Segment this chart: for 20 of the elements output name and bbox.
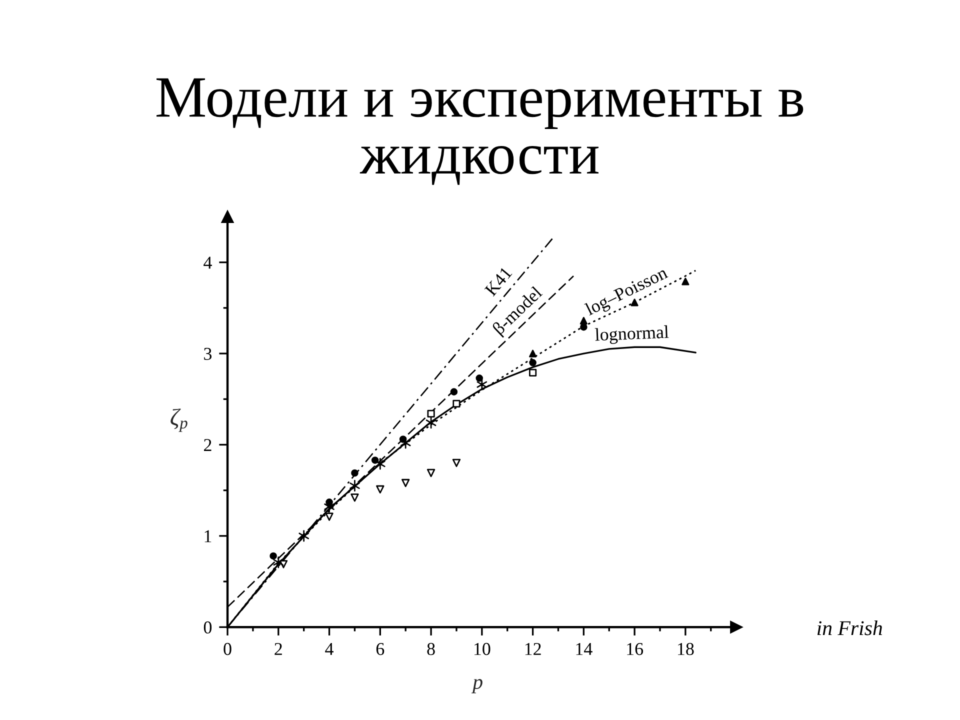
series-label: lognormal — [594, 325, 669, 345]
x-tick-label: 0 — [224, 642, 232, 656]
y-tick-label: 3 — [204, 348, 212, 360]
text: in Frish — [817, 620, 882, 636]
y-tick-label: 0 — [204, 621, 212, 634]
y-axis-title: ζ$_{p}$ — [170, 408, 188, 432]
x-tick-label: 16 — [627, 642, 644, 656]
x-tick-label: 10 — [474, 642, 490, 656]
x-tick-label: 2 — [274, 642, 282, 655]
x-axis-title: p — [471, 678, 482, 694]
y-tick-label: 2 — [204, 439, 212, 451]
chart-title: Модели и эксперименты в жидкости — [156, 78, 804, 185]
x-tick-label: 6 — [376, 642, 384, 656]
x-tick-label: 14 — [576, 643, 592, 655]
y-tick-label: 4 — [204, 256, 212, 269]
x-tick-label: 18 — [678, 642, 694, 656]
x-tick-label: 8 — [427, 642, 435, 656]
x-tick-label: 12 — [525, 642, 541, 655]
y-tick-label: 1 — [204, 530, 212, 542]
x-tick-label: 4 — [325, 643, 334, 655]
